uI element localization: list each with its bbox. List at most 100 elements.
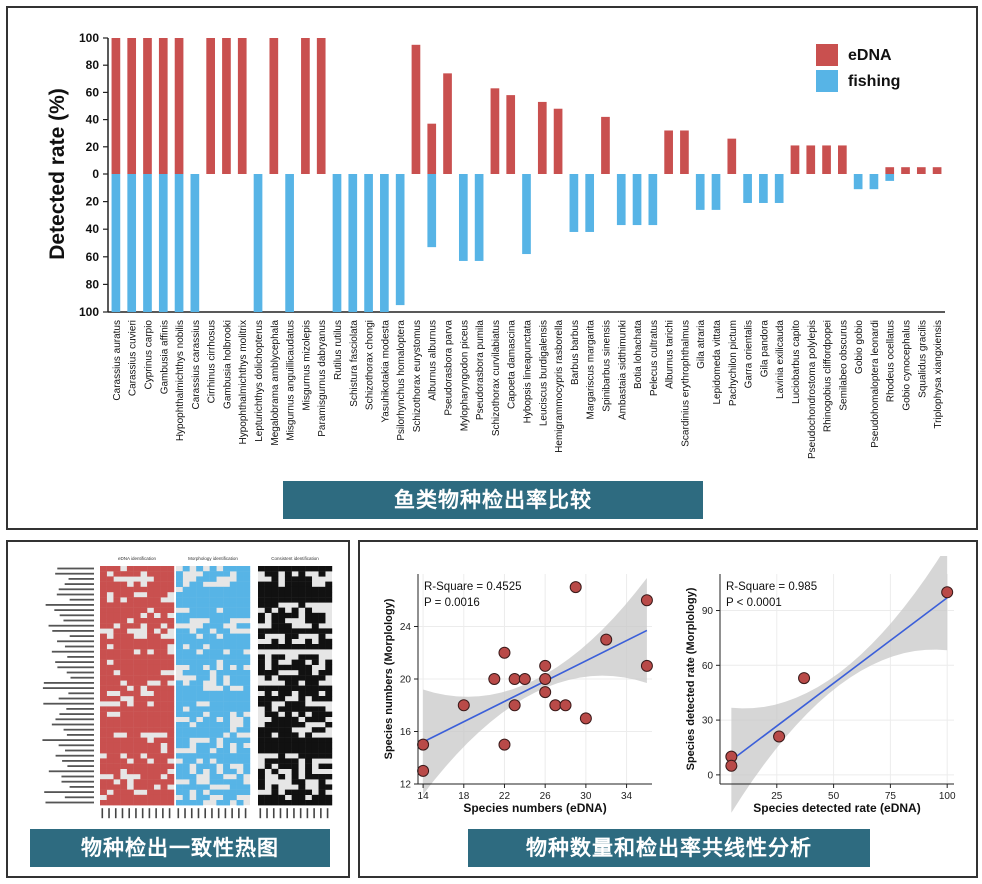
heatmap-cell: [106, 623, 114, 629]
row-label: [58, 697, 94, 700]
heatmap-cell: [196, 607, 204, 613]
heatmap-cell: [189, 758, 197, 764]
heatmap-cell: [160, 789, 168, 795]
heatmap-cell: [216, 680, 224, 686]
heatmap-cell: [258, 566, 265, 572]
heatmap-cell: [126, 670, 134, 676]
heatmap-cell: [278, 737, 286, 743]
heatmap-cell: [196, 602, 204, 608]
heatmap-cell: [133, 748, 141, 754]
heatmap-cell: [120, 763, 128, 769]
y-tick-label: 12: [400, 780, 412, 791]
x-tick-label: Mylopharyngodon piceus: [459, 320, 470, 431]
heatmap-cell: [298, 789, 306, 795]
bar-fishing: [190, 174, 200, 312]
heatmap-cell: [153, 774, 161, 780]
heatmap-cell: [202, 654, 210, 660]
heatmap-cell: [113, 768, 121, 775]
heatmap-cell: [229, 633, 237, 639]
column-label: [266, 808, 268, 819]
row-label: [55, 572, 94, 575]
heatmap-cell: [167, 794, 175, 801]
heatmap-cell: [202, 753, 210, 759]
heatmap-cell: [291, 597, 299, 603]
heatmap-cell: [325, 763, 333, 769]
heatmap-cell: [291, 680, 299, 686]
heatmap-cell: [176, 597, 183, 603]
confidence-band: [731, 556, 948, 813]
heatmap-cell: [318, 742, 326, 749]
heatmap-cell: [258, 685, 265, 691]
heatmap-cell: [209, 571, 217, 577]
heatmap-cell: [147, 706, 155, 712]
heatmap-cell: [264, 685, 272, 691]
heatmap-cell: [318, 753, 326, 759]
x-tick-label: Carassius cuvieri: [128, 320, 139, 396]
heatmap-cell: [311, 727, 319, 733]
heatmap-cell: [189, 784, 197, 790]
heatmap-cell: [126, 680, 134, 686]
heatmap-cell: [133, 664, 141, 671]
heatmap-cell: [258, 768, 265, 775]
heatmap-cell: [291, 706, 299, 712]
heatmap-cell: [236, 675, 244, 681]
heatmap-cell: [223, 789, 231, 795]
row-label: [66, 734, 94, 736]
heatmap-cell: [160, 592, 168, 598]
heatmap-cell: [167, 711, 175, 717]
heatmap-cell: [196, 732, 204, 738]
heatmap-cell: [196, 576, 204, 582]
heatmap-cell: [113, 644, 121, 650]
heatmap-cell: [284, 800, 292, 806]
heatmap-cell: [100, 737, 107, 743]
heatmap-cell: [182, 800, 190, 806]
heatmap-cell: [305, 654, 313, 660]
heatmap-cell: [153, 763, 161, 769]
heatmap-cell: [216, 618, 224, 624]
y-tick-label: 0: [92, 167, 99, 181]
heatmap-cell: [113, 748, 121, 754]
row-label: [55, 754, 94, 757]
heatmap-cell: [298, 644, 306, 650]
data-point: [539, 673, 552, 685]
heatmap-cell: [160, 706, 168, 712]
bar-fishing: [853, 174, 863, 190]
heatmap-cell: [113, 753, 121, 759]
heatmap-cell: [160, 612, 168, 619]
heatmap-cell: [305, 716, 313, 723]
heatmap-cell: [202, 763, 210, 769]
heatmap-cell: [311, 742, 319, 749]
legend-swatch-fishing: [816, 70, 838, 92]
heatmap-cell: [133, 763, 141, 769]
column-label: [259, 808, 262, 819]
heatmap-cell: [167, 602, 175, 608]
heatmap-cell: [106, 670, 114, 676]
heatmap-cell: [120, 592, 128, 598]
heatmap-cell: [311, 696, 319, 702]
heatmap-cell: [278, 727, 286, 733]
heatmap-cell: [271, 592, 279, 598]
heatmap-cell: [284, 592, 292, 598]
heatmap-cell: [318, 638, 326, 645]
heatmap-cell: [100, 675, 107, 681]
heatmap-cell: [236, 696, 244, 702]
heatmap-cell: [229, 612, 237, 619]
heatmap-cell: [120, 716, 128, 723]
heatmap-cell: [167, 690, 175, 697]
heatmap-cell: [202, 633, 210, 639]
heatmap-cell: [325, 592, 333, 598]
heatmap-cell: [209, 701, 217, 707]
heatmap-cell: [113, 789, 121, 795]
bar-edna: [206, 38, 215, 174]
data-point: [508, 673, 521, 685]
heatmap-cell: [160, 763, 168, 769]
heatmap-cell: [182, 659, 190, 665]
heatmap-cell: [196, 638, 204, 645]
heatmap-cell: [196, 628, 204, 634]
heatmap-cell: [176, 654, 183, 660]
heatmap-cell: [189, 659, 197, 665]
heatmap-cell: [318, 774, 326, 780]
heatmap-cell: [209, 706, 217, 712]
heatmap-cell: [271, 716, 279, 723]
heatmap-cell: [229, 644, 237, 650]
